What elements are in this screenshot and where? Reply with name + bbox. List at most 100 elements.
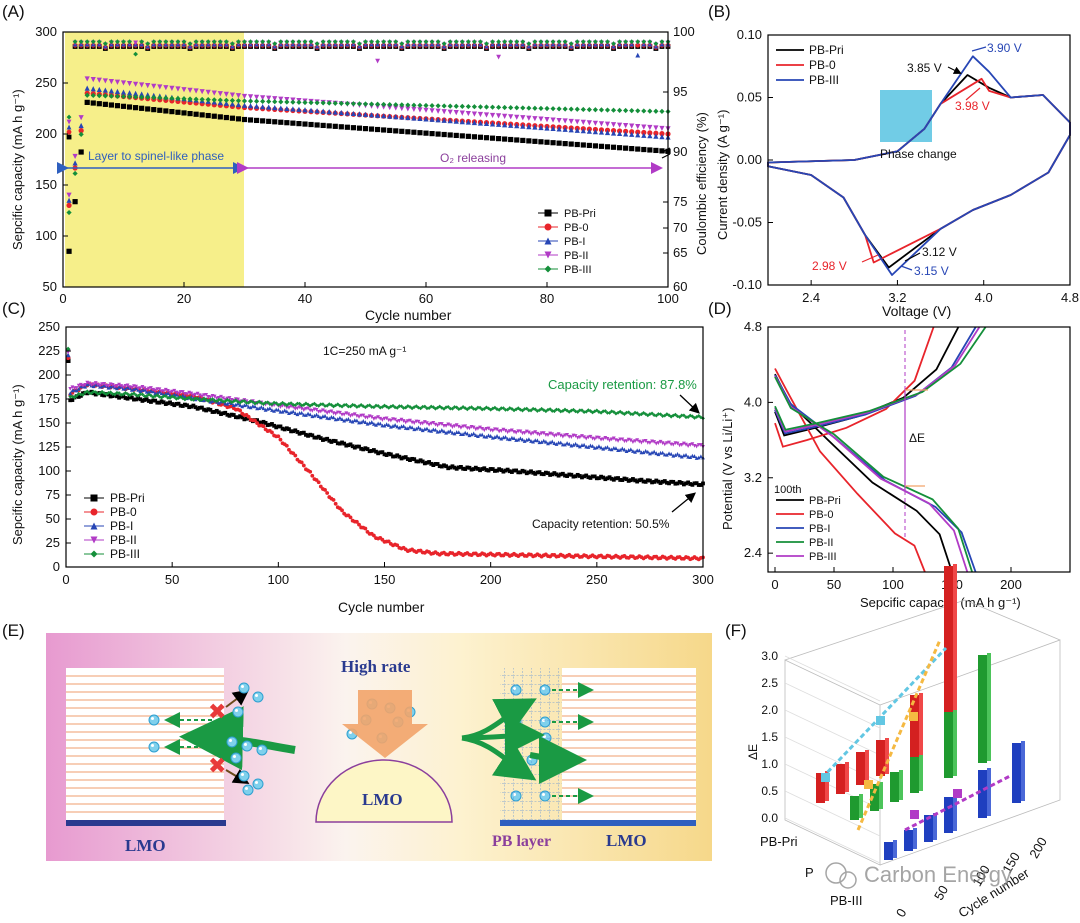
data-point [562,126,568,132]
data-point [478,405,482,410]
data-point [235,101,242,108]
li-ion-shine [259,747,262,750]
tick-label: -0.10 [732,277,762,292]
tick-label: 3.2 [888,290,906,305]
data-point [554,472,559,477]
data-point [526,115,532,121]
data-point [501,427,506,432]
data-point [429,39,435,45]
data-point [411,129,417,135]
data-point [543,439,548,444]
data-point [270,430,274,435]
data-point [229,412,234,417]
data-point [544,237,552,245]
data-point [362,101,369,107]
data-point [609,447,614,452]
data-point [418,426,423,431]
data-point [163,95,169,101]
data-point [119,392,124,397]
data-point [342,412,347,417]
tick-label: 50 [827,577,841,592]
data-point [417,107,423,113]
data-point [580,434,584,438]
data-point [429,131,435,137]
f-sample-iii: PB-III [830,893,863,908]
data-point [348,515,353,520]
data-point [295,430,300,434]
data-point [624,477,629,482]
data-point [270,422,274,426]
data-point [85,391,90,396]
data-point [541,472,546,477]
data-point [346,412,351,417]
data-point [310,408,315,413]
data-point [369,449,374,453]
data-point [429,461,434,466]
data-point [221,396,226,401]
data-point [659,134,665,140]
retention-505: Capacity retention: 50.5% [532,517,670,531]
data-point [102,101,108,107]
data-point [91,382,96,387]
data-point [480,427,485,431]
data-point [692,454,697,458]
data-point [83,383,88,387]
data-point [197,405,202,410]
data-point [123,396,128,400]
data-point [371,448,376,452]
data-point [476,426,480,431]
data-point [575,435,580,440]
data-point [109,39,114,45]
data-point [284,409,289,414]
data-point [441,131,447,138]
data-point [108,88,114,94]
li-ion [238,682,250,694]
data-point [550,472,555,477]
data-point [643,479,648,484]
data-point [620,446,625,451]
data-point [604,121,611,127]
data-point [496,104,502,110]
data-point [306,406,310,411]
data-point [593,39,598,45]
data-point [361,404,366,409]
data-point [598,129,605,135]
x-axis-label-a: Cycle number [365,307,452,323]
data-point [590,474,595,479]
bar [816,773,825,803]
data-point [90,522,98,530]
data-point [202,407,206,412]
bar-side [919,693,923,759]
data-point [185,403,189,408]
tick-label: 90 [673,144,687,159]
data-point [604,107,611,113]
data-point [287,427,291,431]
data-point [529,439,533,443]
data-point [310,473,315,478]
data-point [238,414,243,419]
data-point [465,119,471,125]
data-point [403,455,408,459]
data-point [342,441,347,446]
data-point [568,118,574,125]
data-point [145,94,151,101]
data-point [357,444,361,449]
data-point [399,114,405,120]
data-point [81,392,85,397]
data-point [665,480,669,485]
data-point [84,92,90,98]
data-point [316,480,321,485]
tick-label: 200 [38,367,60,382]
data-point [631,477,635,481]
data-point [435,423,440,428]
data-point [369,415,374,420]
data-point [359,446,364,451]
data-point [102,393,107,398]
data-point [659,39,665,45]
bar-side [865,750,869,783]
data-point [191,393,196,398]
data-point [514,114,520,120]
tick-label: 100 [38,463,60,478]
data-point [274,401,279,406]
